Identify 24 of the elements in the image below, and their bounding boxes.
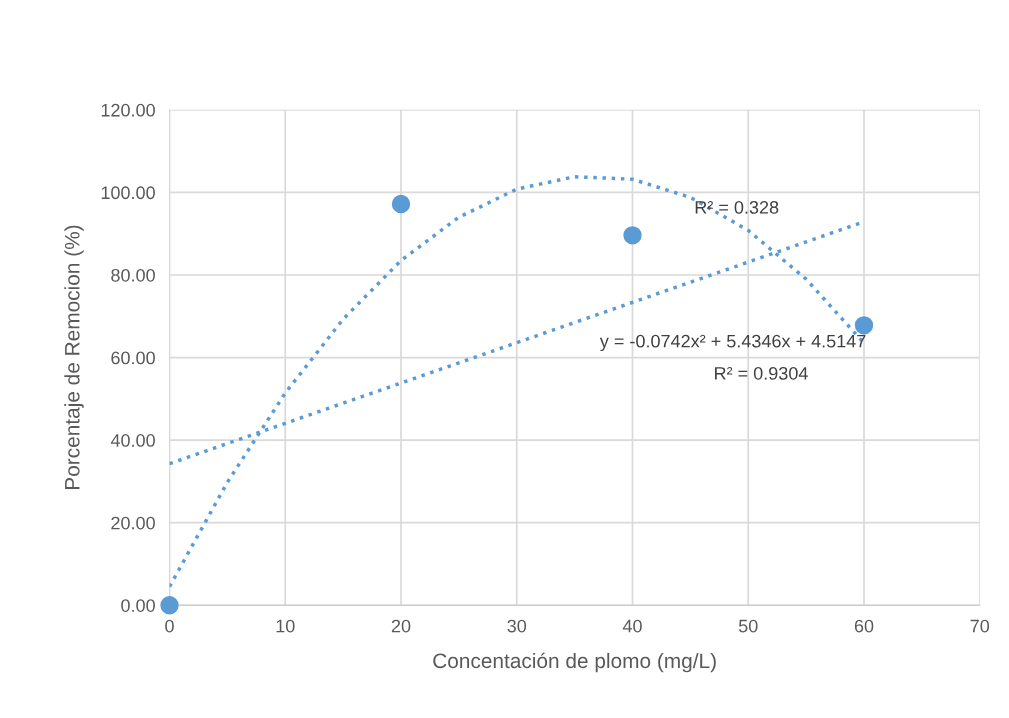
x-tick-label: 50	[738, 619, 758, 633]
y-tick-label: 100.00	[101, 186, 155, 200]
point	[160, 596, 179, 615]
y-tick-label: 0.00	[121, 599, 155, 612]
point	[391, 194, 411, 214]
x-tick-label: 40	[622, 619, 642, 633]
x-tick-label: 0	[165, 619, 174, 633]
x-tick-label: 20	[391, 619, 411, 633]
point	[854, 316, 874, 335]
y-tick-label: 40.00	[110, 434, 155, 447]
y-axis-title: Porcentaje de Remocion (%)	[64, 225, 84, 490]
y-tick-label: 120.00	[101, 103, 155, 117]
y-tick-label: 60.00	[111, 351, 155, 365]
y-tick-label: 20.00	[111, 516, 155, 530]
annotation: R² = 0.9304	[715, 366, 808, 380]
x-tick-label: 60	[854, 619, 874, 633]
annotation: R² = 0.328	[695, 201, 779, 214]
x-tick-label: 10	[276, 619, 295, 633]
y-tick-label: 80.00	[111, 268, 155, 282]
annotation: y = -0.0742x² + 5.4346x + 4.5147	[599, 334, 866, 352]
x-tick-label: 30	[507, 619, 527, 633]
point	[623, 226, 642, 245]
x-tick-label: 70	[970, 619, 990, 633]
x-axis-title: Concentación de plomo (mg/L)	[433, 652, 716, 673]
